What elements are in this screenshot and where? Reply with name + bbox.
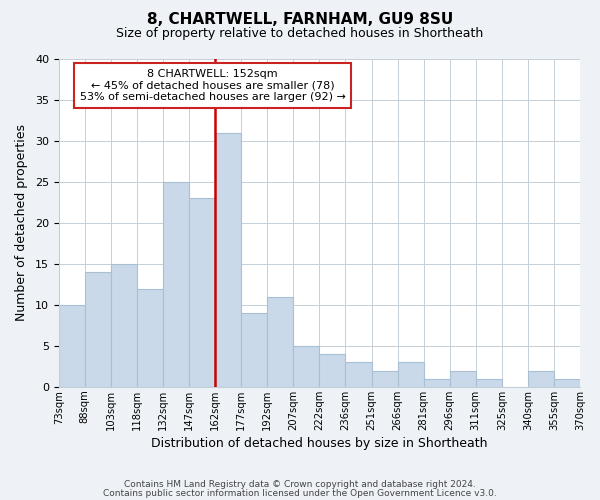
Bar [424,378,449,387]
Bar [346,362,371,387]
Bar [215,133,241,387]
Bar [189,198,215,387]
Bar [528,370,554,387]
Bar [59,305,85,387]
Bar [241,313,267,387]
Bar [111,264,137,387]
Text: Contains public sector information licensed under the Open Government Licence v3: Contains public sector information licen… [103,488,497,498]
Bar [319,354,346,387]
Bar [476,378,502,387]
Y-axis label: Number of detached properties: Number of detached properties [15,124,28,322]
Bar [163,182,189,387]
Bar [267,296,293,387]
Bar [85,272,111,387]
X-axis label: Distribution of detached houses by size in Shortheath: Distribution of detached houses by size … [151,437,488,450]
Bar [449,370,476,387]
Text: Size of property relative to detached houses in Shortheath: Size of property relative to detached ho… [116,28,484,40]
Bar [554,378,580,387]
Text: Contains HM Land Registry data © Crown copyright and database right 2024.: Contains HM Land Registry data © Crown c… [124,480,476,489]
Bar [137,288,163,387]
Text: 8, CHARTWELL, FARNHAM, GU9 8SU: 8, CHARTWELL, FARNHAM, GU9 8SU [147,12,453,28]
Bar [293,346,319,387]
Text: 8 CHARTWELL: 152sqm
← 45% of detached houses are smaller (78)
53% of semi-detach: 8 CHARTWELL: 152sqm ← 45% of detached ho… [80,69,346,102]
Bar [371,370,398,387]
Bar [398,362,424,387]
